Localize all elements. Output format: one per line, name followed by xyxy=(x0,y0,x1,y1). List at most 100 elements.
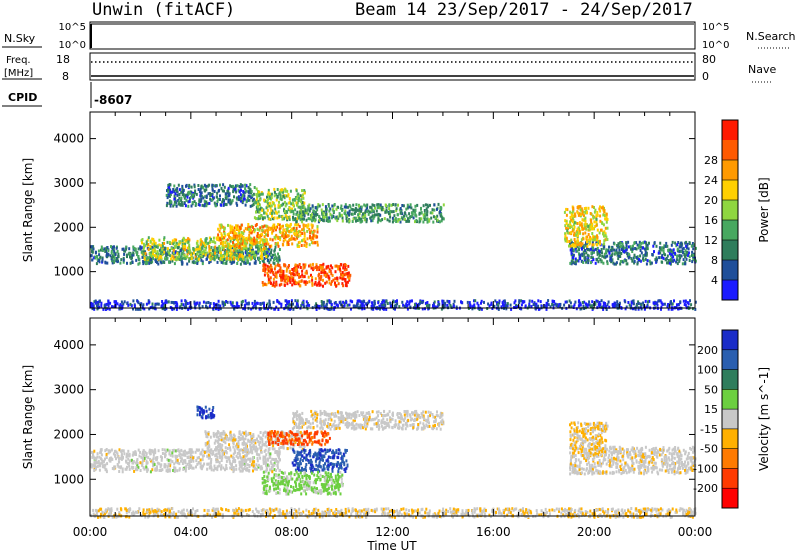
power-pixel xyxy=(662,256,665,260)
power-pixel xyxy=(452,302,455,306)
power-pixel xyxy=(188,305,191,309)
power-pixel xyxy=(173,202,176,206)
power-pixel xyxy=(269,212,272,215)
power-pixel xyxy=(595,299,598,303)
power-pixel xyxy=(580,259,583,263)
power-pixel xyxy=(373,300,376,304)
power-pixel xyxy=(163,304,166,308)
power-pixel xyxy=(245,246,248,250)
velocity-pixel xyxy=(276,450,279,454)
power-pixel xyxy=(113,245,115,249)
power-pixel xyxy=(263,243,266,246)
power-pixel xyxy=(325,208,328,212)
power-pixel xyxy=(254,224,257,228)
power-pixel xyxy=(306,208,309,212)
power-pixel xyxy=(131,256,133,260)
power-pixel xyxy=(392,307,395,311)
power-pixel xyxy=(290,234,293,238)
power-pixel xyxy=(262,241,265,245)
power-pixel xyxy=(205,257,208,261)
power-pixel xyxy=(636,262,639,266)
power-pixel xyxy=(318,268,321,272)
power-pixel xyxy=(216,260,219,264)
power-pixel xyxy=(356,299,359,303)
power-pixel xyxy=(322,262,325,266)
power-pixel xyxy=(282,234,285,238)
power-pixel xyxy=(226,189,229,193)
power-pixel xyxy=(258,307,261,311)
power-pixel xyxy=(688,259,691,262)
power-pixel xyxy=(173,240,176,244)
power-pixel xyxy=(604,217,607,221)
velocity-pixel xyxy=(169,453,172,457)
power-pixel xyxy=(389,305,392,309)
power-pixel xyxy=(145,302,148,306)
power-pixel xyxy=(276,299,279,303)
power-pixel xyxy=(254,302,256,306)
power-pixel xyxy=(576,259,579,263)
power-pixel xyxy=(196,262,199,265)
power-pixel xyxy=(167,188,170,192)
power-pixel xyxy=(167,300,170,304)
power-pixel xyxy=(360,217,363,221)
power-pixel xyxy=(633,253,636,257)
power-pixel xyxy=(195,192,198,196)
power-pixel xyxy=(193,194,196,198)
power-pixel xyxy=(606,254,609,258)
power-pixel xyxy=(573,238,576,241)
power-pixel xyxy=(383,217,386,221)
power-pixel xyxy=(364,213,367,217)
power-pixel xyxy=(330,304,333,308)
power-pixel xyxy=(259,216,262,220)
power-pixel xyxy=(611,252,614,256)
power-pixel xyxy=(120,300,123,304)
velocity-pixel xyxy=(93,456,96,460)
power-pixel xyxy=(599,239,601,243)
power-pixel xyxy=(265,237,268,241)
power-pixel xyxy=(401,300,404,304)
power-pixel xyxy=(358,212,361,216)
power-pixel xyxy=(294,263,297,267)
power-pixel xyxy=(241,193,244,197)
power-pixel xyxy=(166,240,169,244)
velocity-pixel xyxy=(174,460,177,464)
power-pixel xyxy=(299,207,302,211)
power-pixel xyxy=(431,208,434,212)
power-pixel xyxy=(205,242,208,246)
power-pixel xyxy=(182,247,185,251)
power-pixel xyxy=(247,237,250,241)
power-colorbar-label: 28 xyxy=(704,154,718,167)
power-pixel xyxy=(312,266,315,270)
power-pixel xyxy=(581,218,584,222)
power-pixel xyxy=(384,304,387,307)
power-pixel xyxy=(188,259,191,263)
power-pixel xyxy=(597,302,600,306)
power-pixel xyxy=(122,302,125,306)
power-pixel xyxy=(618,248,621,252)
power-pixel xyxy=(687,247,690,251)
power-pixel xyxy=(599,303,602,307)
power-pixel xyxy=(157,262,160,266)
power-pixel xyxy=(98,260,101,264)
power-pixel xyxy=(514,299,517,303)
power-pixel xyxy=(334,270,337,274)
power-pixel xyxy=(232,187,235,191)
power-pixel xyxy=(600,248,603,251)
power-pixel xyxy=(676,303,679,307)
power-colorbar-label: 8 xyxy=(711,254,718,267)
power-pixel xyxy=(318,304,321,308)
power-pixel xyxy=(296,236,299,240)
power-pixel xyxy=(316,225,319,229)
power-pixel xyxy=(676,243,679,247)
power-pixel xyxy=(505,307,508,311)
power-pixel xyxy=(282,194,285,198)
velocity-pixel xyxy=(139,469,142,472)
power-pixel xyxy=(473,299,475,303)
power-pixel xyxy=(422,220,425,224)
velocity-pixel xyxy=(192,459,195,463)
power-pixel xyxy=(421,307,424,311)
power-pixel xyxy=(682,299,685,303)
power-pixel xyxy=(371,219,374,223)
power-pixel xyxy=(227,244,230,248)
power-pixel xyxy=(244,241,246,245)
